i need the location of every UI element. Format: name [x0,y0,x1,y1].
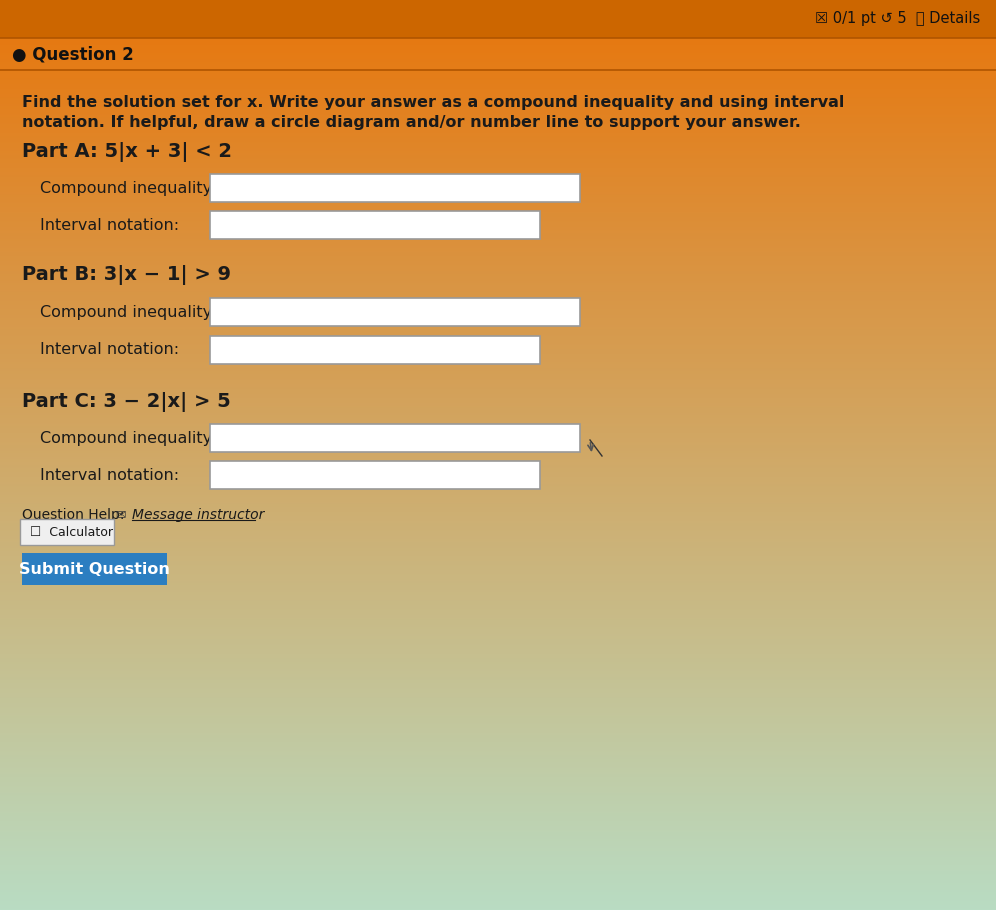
Text: Part B: 3|x − 1| > 9: Part B: 3|x − 1| > 9 [22,265,231,285]
Text: ☒ 0/1 pt ↺ 5  ⓘ Details: ☒ 0/1 pt ↺ 5 ⓘ Details [815,12,980,26]
Text: notation. If helpful, draw a circle diagram and/or number line to support your a: notation. If helpful, draw a circle diag… [22,116,801,130]
Text: ● Question 2: ● Question 2 [12,45,133,63]
Text: Interval notation:: Interval notation: [40,468,179,482]
FancyBboxPatch shape [22,553,167,585]
Text: Question Help:: Question Help: [22,508,124,522]
FancyBboxPatch shape [210,461,540,489]
Text: Interval notation:: Interval notation: [40,342,179,358]
Text: Interval notation:: Interval notation: [40,217,179,232]
Text: Message instructor: Message instructor [132,508,264,522]
FancyBboxPatch shape [210,211,540,239]
FancyBboxPatch shape [20,519,114,545]
Text: Submit Question: Submit Question [19,561,169,577]
FancyBboxPatch shape [210,336,540,364]
Text: ✉: ✉ [115,509,125,521]
Text: Compound inequality:: Compound inequality: [40,180,216,196]
FancyBboxPatch shape [210,424,580,452]
Text: Find the solution set for x. Write your answer as a compound inequality and usin: Find the solution set for x. Write your … [22,95,845,109]
Text: ☐  Calculator: ☐ Calculator [30,525,113,539]
FancyBboxPatch shape [210,298,580,326]
Text: Compound inequality:: Compound inequality: [40,305,216,319]
Text: Part C: 3 − 2|x| > 5: Part C: 3 − 2|x| > 5 [22,392,231,412]
FancyBboxPatch shape [210,174,580,202]
Bar [0,0,996,38]
Text: Part A: 5|x + 3| < 2: Part A: 5|x + 3| < 2 [22,142,232,162]
Text: Compound inequality:: Compound inequality: [40,430,216,446]
